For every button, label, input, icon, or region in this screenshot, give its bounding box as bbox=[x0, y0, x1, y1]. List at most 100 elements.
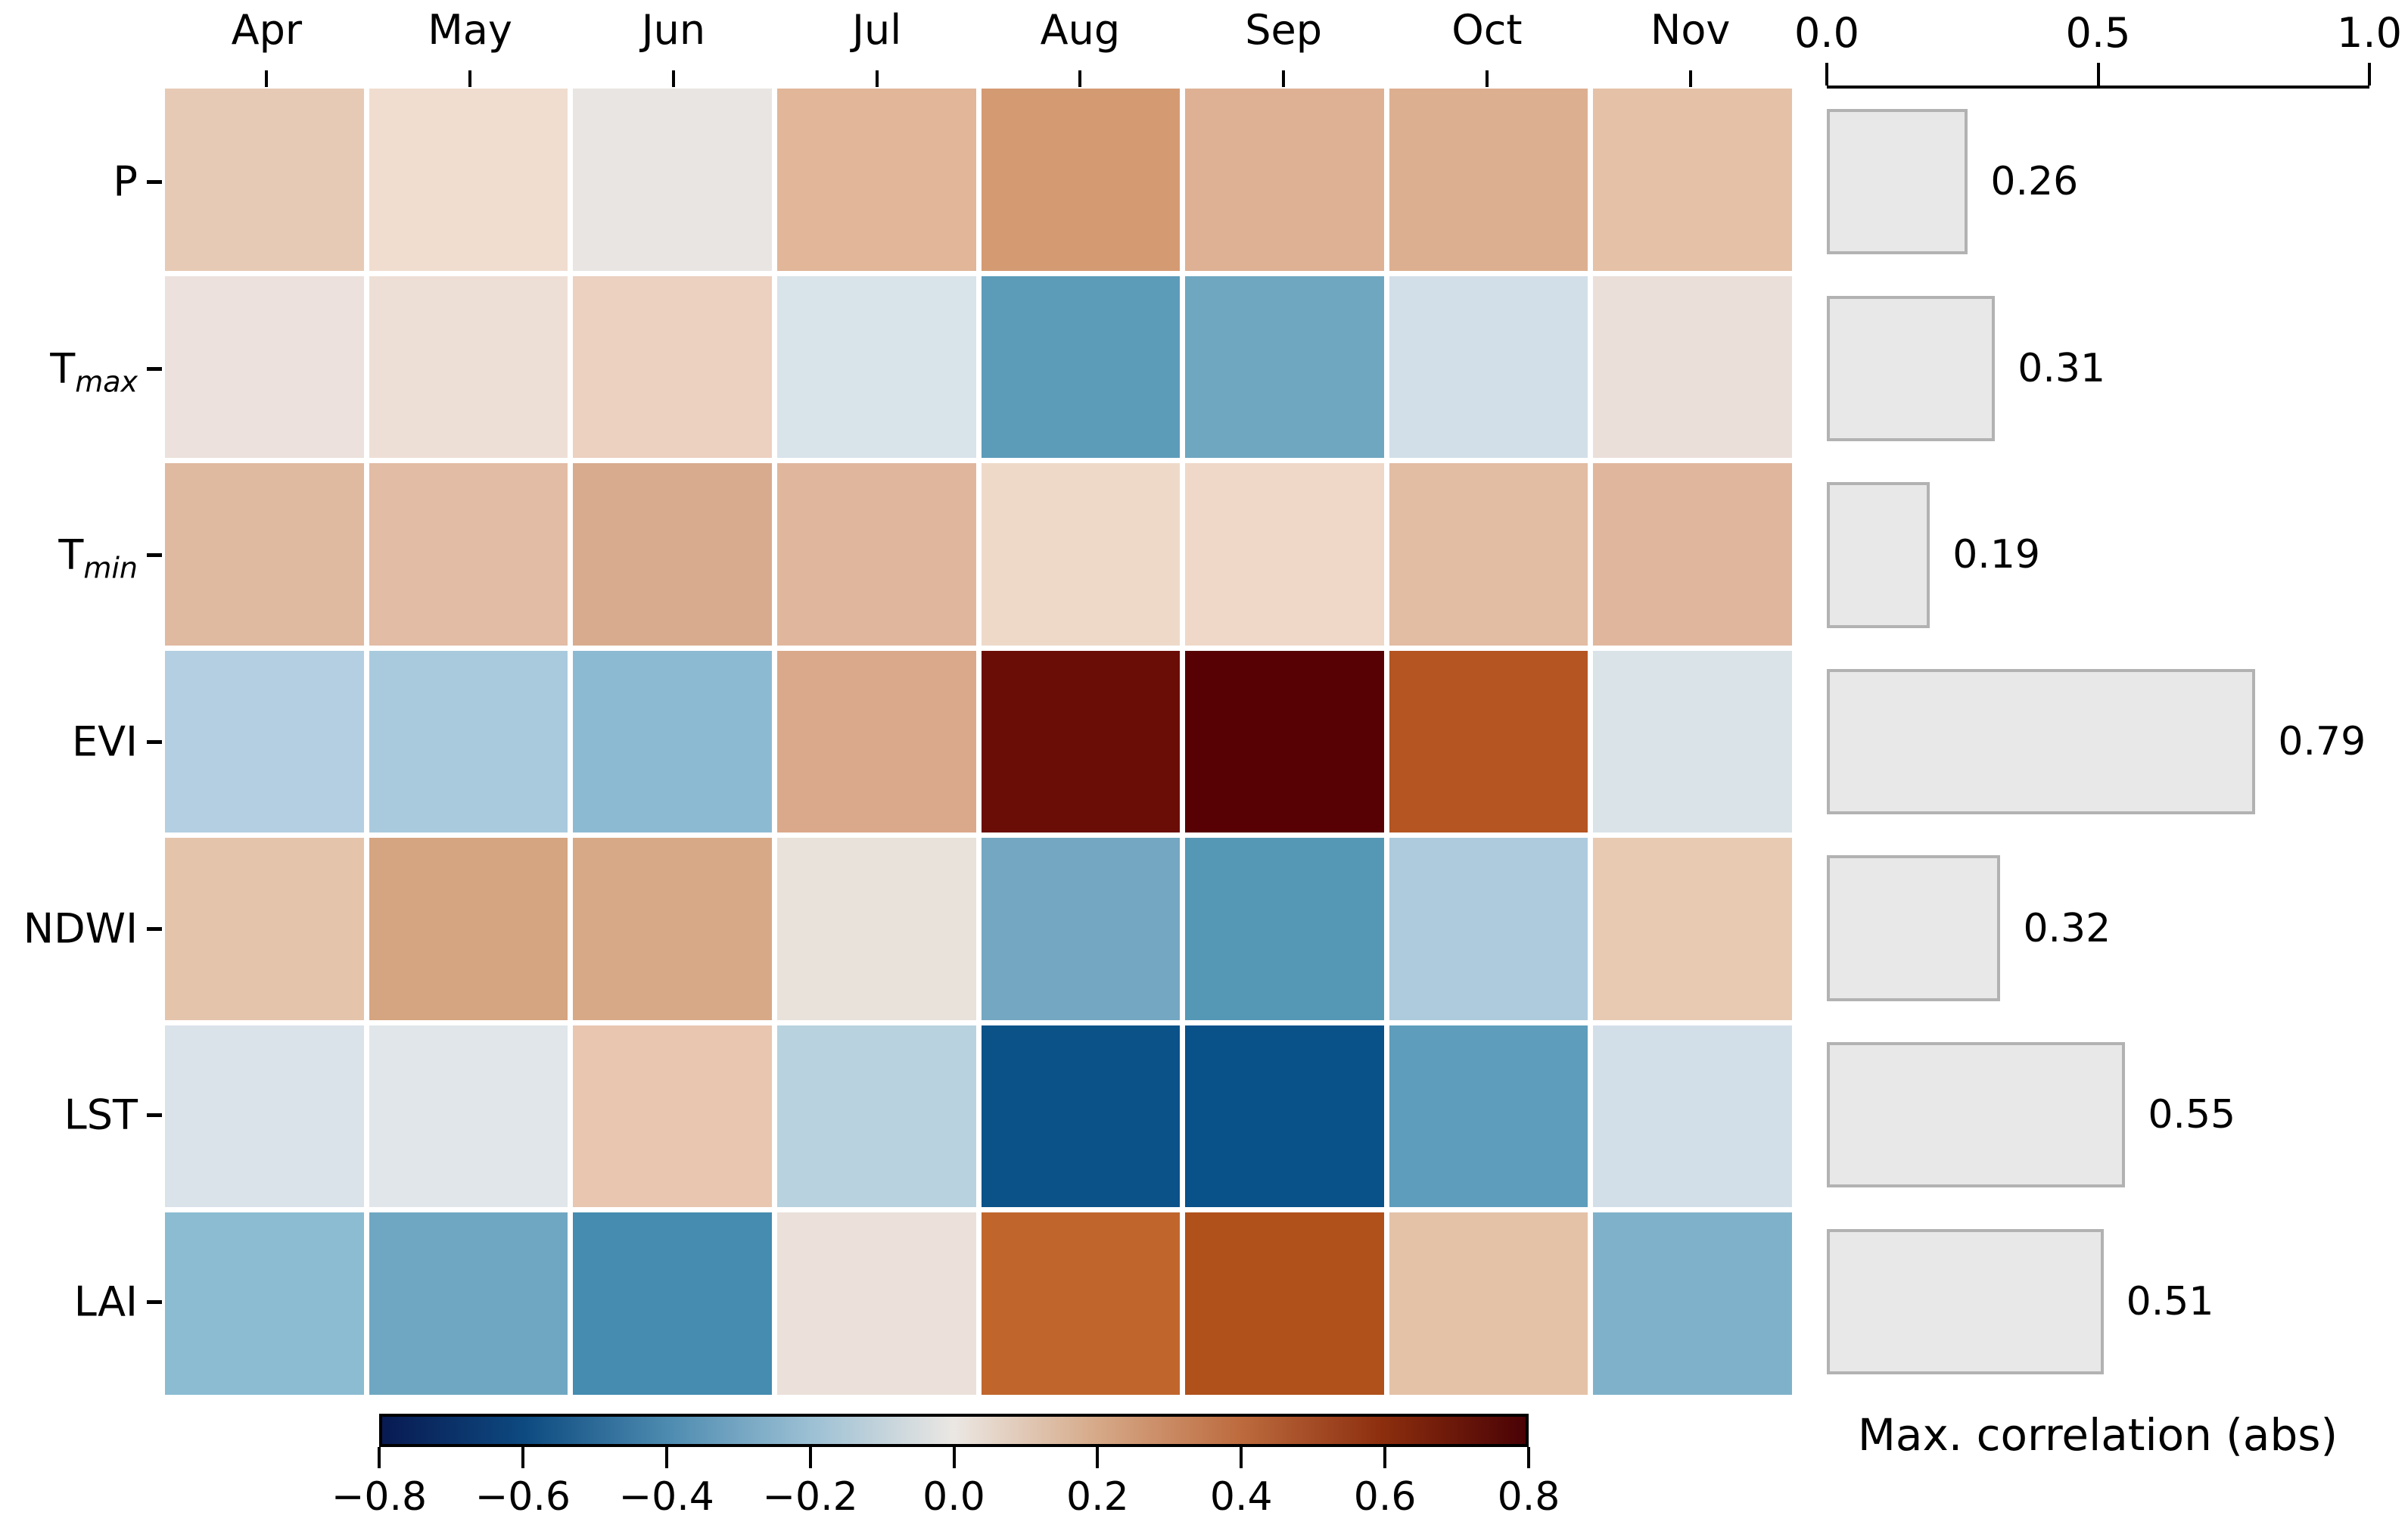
heatmap-cell-LAI-May bbox=[369, 1212, 568, 1395]
row-label-EVI: EVI bbox=[72, 717, 138, 766]
heatmap-cell-EVI-Apr bbox=[165, 650, 364, 833]
heatmap-cell-LAI-Nov bbox=[1593, 1212, 1792, 1395]
heatmap-cell-P-Nov bbox=[1593, 89, 1792, 271]
barchart-tick-1.0 bbox=[2368, 63, 2371, 86]
barchart-axis-title: Max. correlation (abs) bbox=[1857, 1409, 2338, 1461]
heatmap-cell-LAI-Apr bbox=[165, 1212, 364, 1395]
row-tick-LST bbox=[147, 1113, 162, 1118]
heatmap-cell-NDWI-May bbox=[369, 838, 568, 1020]
month-tick-Nov bbox=[1688, 70, 1692, 87]
heatmap-cell-EVI-Jul bbox=[776, 650, 976, 833]
heatmap-cell-Tmax-Apr bbox=[165, 275, 364, 459]
heatmap-cell-P-Jul bbox=[776, 89, 976, 271]
heatmap-cell-LAI-Aug bbox=[981, 1212, 1181, 1395]
heatmap-cell-NDWI-Jun bbox=[573, 838, 772, 1020]
colorbar-tick-−0.8 bbox=[378, 1447, 381, 1468]
colorbar-ticklabel-0.6: 0.6 bbox=[1353, 1474, 1417, 1520]
heatmap-cell-NDWI-Jul bbox=[776, 838, 976, 1020]
heatmap-cell-Tmin-Apr bbox=[165, 463, 364, 646]
row-tick-EVI bbox=[147, 740, 162, 744]
month-tick-Apr bbox=[265, 70, 269, 87]
heatmap-cell-P-Oct bbox=[1389, 89, 1588, 271]
colorbar-ticklabel-−0.4: −0.4 bbox=[618, 1474, 714, 1520]
heatmap-cell-LST-Aug bbox=[981, 1025, 1181, 1208]
heatmap-cell-EVI-Oct bbox=[1389, 650, 1588, 833]
colorbar-tick-0.2 bbox=[1096, 1447, 1100, 1468]
colorbar-ticklabel-0.8: 0.8 bbox=[1497, 1474, 1560, 1520]
row-tick-Tmax bbox=[147, 366, 162, 371]
bar-P bbox=[1827, 109, 1968, 255]
heatmap-cell-Tmax-Nov bbox=[1593, 275, 1792, 459]
heatmap-cell-LST-Sep bbox=[1185, 1025, 1384, 1208]
bar-Tmax bbox=[1827, 295, 1996, 441]
heatmap-cell-LST-May bbox=[369, 1025, 568, 1208]
month-label-Aug: Aug bbox=[1040, 6, 1121, 54]
bar-NDWI bbox=[1827, 855, 2001, 1001]
bar-LAI bbox=[1827, 1228, 2104, 1374]
bar-value-NDWI: 0.32 bbox=[2023, 905, 2111, 951]
correlation-heatmap bbox=[165, 89, 1792, 1395]
heatmap-cell-LAI-Jul bbox=[776, 1212, 976, 1395]
row-label-Tmin: Tmin bbox=[58, 531, 138, 585]
colorbar-ticklabel-−0.2: −0.2 bbox=[762, 1474, 858, 1520]
month-tick-Sep bbox=[1282, 70, 1286, 87]
heatmap-cell-EVI-Aug bbox=[981, 650, 1181, 833]
heatmap-cell-P-May bbox=[369, 89, 568, 271]
heatmap-cell-NDWI-Nov bbox=[1593, 838, 1792, 1020]
month-label-Oct: Oct bbox=[1451, 6, 1523, 54]
heatmap-cell-LST-Apr bbox=[165, 1025, 364, 1208]
barchart-ticklabel-0.0: 0.0 bbox=[1794, 9, 1859, 57]
row-tick-Tmin bbox=[147, 553, 162, 558]
colorbar-tick-−0.6 bbox=[521, 1447, 524, 1468]
colorbar-tick-−0.2 bbox=[808, 1447, 812, 1468]
heatmap-cell-Tmin-May bbox=[369, 463, 568, 646]
bar-value-EVI: 0.79 bbox=[2278, 719, 2366, 764]
colorbar-ticklabel-−0.6: −0.6 bbox=[474, 1474, 571, 1520]
colorbar-tick-−0.4 bbox=[664, 1447, 668, 1468]
heatmap-cell-Tmax-Sep bbox=[1185, 275, 1384, 459]
bar-Tmin bbox=[1827, 482, 1930, 628]
heatmap-cell-EVI-Jun bbox=[573, 650, 772, 833]
heatmap-cell-Tmax-Jun bbox=[573, 275, 772, 459]
heatmap-cell-Tmin-Aug bbox=[981, 463, 1181, 646]
month-label-Jun: Jun bbox=[641, 6, 706, 54]
heatmap-cell-Tmax-Aug bbox=[981, 275, 1181, 459]
heatmap-cell-LST-Oct bbox=[1389, 1025, 1588, 1208]
heatmap-cell-LST-Jul bbox=[776, 1025, 976, 1208]
heatmap-cell-Tmin-Jun bbox=[573, 463, 772, 646]
row-label-Tmax: Tmax bbox=[50, 344, 138, 399]
month-tick-Oct bbox=[1485, 70, 1489, 87]
row-tick-P bbox=[147, 180, 162, 185]
heatmap-cell-Tmax-May bbox=[369, 275, 568, 459]
row-label-NDWI: NDWI bbox=[23, 904, 138, 953]
barchart-tick-0.5 bbox=[2096, 63, 2100, 86]
bar-value-LST: 0.55 bbox=[2148, 1092, 2236, 1138]
month-tick-Aug bbox=[1078, 70, 1082, 87]
bar-LST bbox=[1827, 1041, 2126, 1188]
barchart-top-spine bbox=[1827, 86, 2369, 89]
colorbar-tick-0.6 bbox=[1383, 1447, 1387, 1468]
heatmap-cell-Tmin-Sep bbox=[1185, 463, 1384, 646]
barchart-tick-0.0 bbox=[1825, 63, 1828, 86]
row-tick-NDWI bbox=[147, 926, 162, 931]
barchart-ticklabel-1.0: 1.0 bbox=[2337, 9, 2402, 57]
row-label-P: P bbox=[113, 157, 138, 206]
bar-value-LAI: 0.51 bbox=[2126, 1278, 2214, 1324]
colorbar-ticklabel-0.2: 0.2 bbox=[1066, 1474, 1129, 1520]
heatmap-cell-Tmax-Jul bbox=[776, 275, 976, 459]
heatmap-cell-NDWI-Apr bbox=[165, 838, 364, 1020]
month-tick-Jul bbox=[875, 70, 879, 87]
colorbar-ticklabel-0.0: 0.0 bbox=[922, 1474, 985, 1520]
month-label-Sep: Sep bbox=[1245, 6, 1323, 54]
heatmap-cell-P-Apr bbox=[165, 89, 364, 271]
colorbar-ticklabel-−0.8: −0.8 bbox=[331, 1474, 428, 1520]
heatmap-cell-P-Aug bbox=[981, 89, 1181, 271]
bar-value-P: 0.26 bbox=[1990, 159, 2079, 205]
colorbar-tick-0.0 bbox=[952, 1447, 956, 1468]
barchart-ticklabel-0.5: 0.5 bbox=[2065, 9, 2131, 57]
row-label-LAI: LAI bbox=[73, 1277, 138, 1326]
heatmap-cell-Tmin-Jul bbox=[776, 463, 976, 646]
heatmap-cell-EVI-Sep bbox=[1185, 650, 1384, 833]
month-label-Nov: Nov bbox=[1650, 6, 1731, 54]
